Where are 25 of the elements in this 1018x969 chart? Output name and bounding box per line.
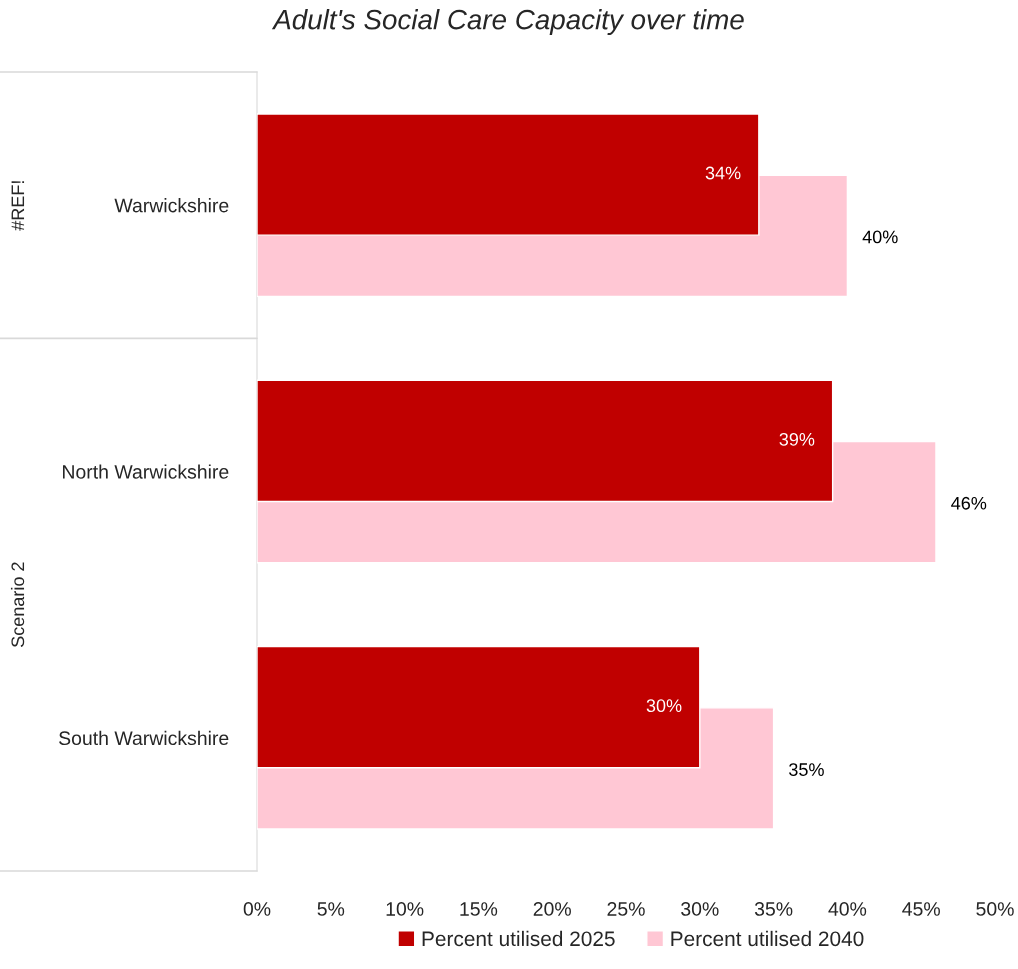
data-label: 39%	[779, 432, 815, 446]
x-tick-label: 45%	[902, 902, 940, 916]
data-label: 35%	[789, 763, 824, 776]
x-tick-label: 15%	[460, 902, 498, 916]
data-label: 40%	[862, 230, 898, 244]
x-tick-label: 30%	[681, 902, 719, 916]
x-tick-label: 10%	[386, 902, 424, 916]
data-label: 34%	[705, 166, 741, 180]
x-tick-label: 40%	[828, 902, 867, 916]
legend-label: Percent utilised 2040	[671, 930, 864, 947]
y-tick-label: North Warwickshire	[63, 464, 229, 479]
x-tick-label: 5%	[317, 902, 345, 916]
data-label: 46%	[951, 496, 987, 510]
x-tick-label: 35%	[754, 902, 793, 916]
y-tick-label: Warwickshire	[114, 198, 229, 213]
chart-title: Adult's Social Care Capacity over time	[271, 9, 744, 35]
legend-label: Percent utilised 2025	[422, 930, 615, 947]
x-tick-label: 25%	[607, 902, 645, 916]
text: Scenario 2	[10, 562, 25, 647]
x-tick-label: 20%	[533, 902, 571, 916]
text: #REF!	[11, 181, 25, 231]
data-label: 30%	[646, 699, 682, 713]
x-tick-label: 50%	[976, 902, 1014, 916]
x-tick-label: 0%	[243, 902, 271, 916]
y-tick-label: South Warwickshire	[59, 730, 229, 746]
